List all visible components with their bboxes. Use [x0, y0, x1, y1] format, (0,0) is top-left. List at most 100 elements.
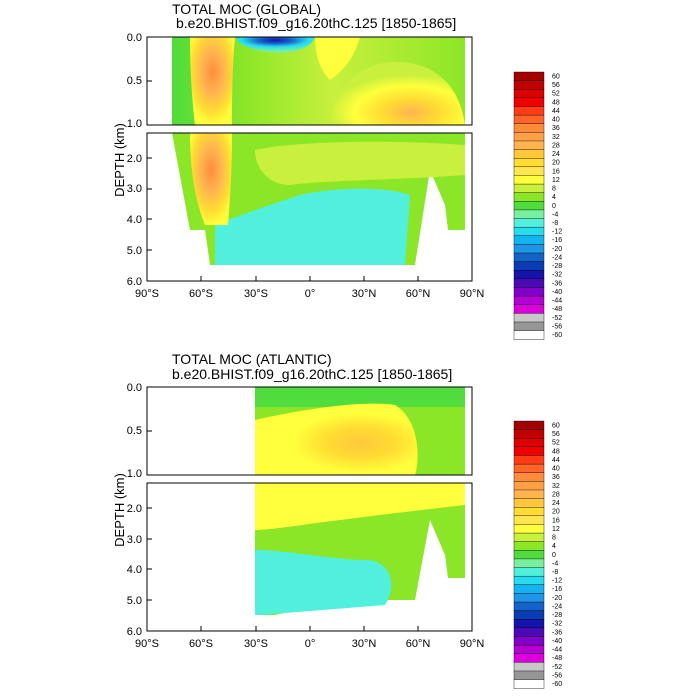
colorbar-label: -44 [552, 298, 562, 305]
colorbar-swatch [513, 89, 545, 99]
colorbar-swatch [513, 140, 545, 151]
colorbar-label: 8 [552, 535, 556, 542]
colorbar-label: 60 [552, 422, 560, 429]
colorbar-swatch [513, 97, 545, 107]
surface-negative-core [235, 37, 315, 53]
colorbar-label: 4 [552, 194, 556, 201]
x-tick-label: 30°S [244, 638, 268, 650]
y-tick-label: 5.0 [127, 595, 142, 607]
colorbar-label: -32 [552, 272, 562, 279]
panel-atlantic: TOTAL MOC (ATLANTIC) b.e20.BHIST.f09_g16… [112, 351, 562, 689]
colorbar-label: -48 [552, 306, 562, 313]
colorbar-label: 56 [552, 431, 560, 438]
mid-depth-band [255, 141, 465, 185]
colorbar-swatch [513, 175, 545, 185]
colorbar-label: -16 [552, 237, 562, 244]
colorbar-label: 52 [552, 440, 560, 447]
colorbar-label: -36 [552, 629, 562, 636]
colorbar-label: 0 [552, 203, 556, 210]
colorbar-swatch [513, 532, 545, 543]
contour-field-upper [255, 387, 465, 475]
deep-negative-region [215, 188, 410, 265]
colorbar-swatch [513, 270, 545, 280]
colorbar-label: 4 [552, 543, 556, 550]
colorbar-swatch [513, 662, 545, 672]
colorbar-swatch [513, 132, 545, 142]
x-tick-label: 0° [305, 288, 316, 300]
contour-field-upper [172, 37, 465, 125]
colorbar-swatch [513, 507, 545, 517]
colorbar-label: 8 [552, 186, 556, 193]
colorbar-swatch [513, 192, 545, 202]
y-tick-label: 4.0 [127, 214, 142, 226]
colorbar-swatch [513, 321, 545, 332]
colorbar-swatch [513, 149, 545, 159]
colorbar-label: -44 [552, 647, 562, 654]
colorbar-label: 28 [552, 491, 560, 498]
amoc-upper-cell [255, 403, 418, 475]
y-tick-label: 0.0 [127, 382, 142, 394]
y-tick-label: 1.0 [127, 468, 142, 480]
colorbar-swatch [513, 670, 545, 681]
colorbar-swatch [513, 593, 545, 603]
chart-subtitle: b.e20.BHIST.f09_g16.20thC.125 [1850-1865… [176, 15, 456, 31]
y-tick-label: 4.0 [127, 564, 142, 576]
colorbar-label: 32 [552, 134, 560, 141]
colorbar-label: -8 [552, 220, 558, 227]
y-tick-label: 0.0 [127, 32, 142, 44]
colorbar-label: 20 [552, 509, 560, 516]
colorbar-label: -40 [552, 638, 562, 645]
deep-negative-region [255, 550, 392, 615]
colorbar: 60565248444036322824201612840-4-8-12-16-… [513, 420, 562, 689]
colorbar-label: 40 [552, 117, 560, 124]
y-tick-label: 5.0 [127, 245, 142, 257]
colorbar-swatch [513, 558, 545, 569]
colorbar-swatch [513, 619, 545, 629]
y-axis-label: DEPTH (km) [112, 473, 127, 547]
chart-title: TOTAL MOC (ATLANTIC) [172, 351, 332, 367]
x-tick-label: 60°N [406, 638, 431, 650]
colorbar-label: -20 [552, 246, 562, 253]
colorbar-label: -48 [552, 655, 562, 662]
x-tick-label: 90°S [135, 288, 159, 300]
colorbar-label: 20 [552, 160, 560, 167]
colorbar-swatch [513, 252, 545, 263]
colorbar-label: -20 [552, 595, 562, 602]
colorbar-label: 24 [552, 151, 560, 158]
x-tick-label: 30°N [352, 288, 377, 300]
x-tick-label: 60°N [406, 288, 431, 300]
colorbar-swatch [513, 123, 545, 133]
colorbar-label: -12 [552, 578, 562, 585]
colorbar-swatch [513, 261, 545, 271]
colorbar-swatch [513, 455, 545, 465]
colorbar-label: -8 [552, 569, 558, 576]
colorbar-label: -12 [552, 229, 562, 236]
colorbar-label: -24 [552, 603, 562, 610]
y-tick-label: 3.0 [127, 183, 142, 195]
colorbar-swatch [513, 304, 545, 314]
colorbar-swatch [513, 584, 545, 594]
colorbar-swatch [513, 313, 545, 323]
x-tick-label: 0° [305, 638, 316, 650]
colorbar-label: 24 [552, 500, 560, 507]
y-tick-label: 1.0 [127, 118, 142, 130]
colorbar-swatch [513, 166, 545, 176]
colorbar-swatch [513, 679, 545, 689]
x-tick-label: 60°S [189, 288, 213, 300]
colorbar-label: 44 [552, 108, 560, 115]
colorbar-swatch [513, 226, 545, 237]
colorbar-label: 16 [552, 168, 560, 175]
colorbar-label: 36 [552, 474, 560, 481]
colorbar-label: 40 [552, 466, 560, 473]
colorbar-label: -56 [552, 672, 562, 679]
southern-cell-lower [190, 133, 232, 225]
contour-field-lower [255, 483, 465, 615]
colorbar-swatch [513, 244, 545, 254]
colorbar-swatch [513, 209, 545, 220]
colorbar-label: -40 [552, 289, 562, 296]
equatorial-positive [315, 37, 360, 80]
northern-upper-cell [330, 61, 465, 125]
colorbar-label: 16 [552, 517, 560, 524]
chart-title: TOTAL MOC (GLOBAL) [172, 1, 321, 17]
panel-global: TOTAL MOC (GLOBAL) b.e20.BHIST.f09_g16.2… [112, 1, 562, 340]
